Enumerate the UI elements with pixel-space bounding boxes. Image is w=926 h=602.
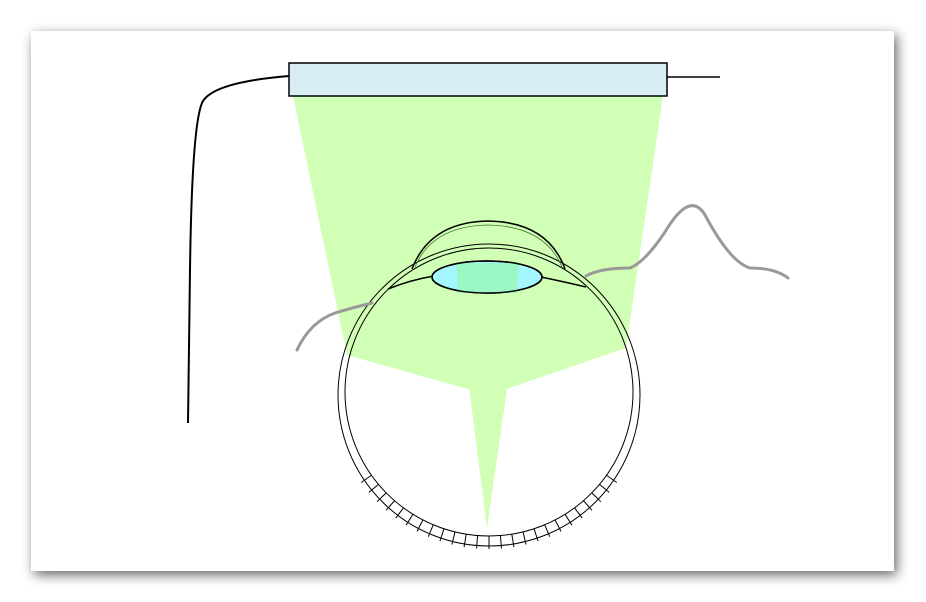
retina-hatching <box>360 474 618 549</box>
retina-tick <box>385 500 396 511</box>
light-cone-inner-eye <box>457 292 521 528</box>
connection-wire-left <box>187 75 290 424</box>
retina-tick <box>605 474 618 483</box>
retina-tick <box>591 492 602 503</box>
retina-tick <box>554 519 562 532</box>
signal-trace-right <box>584 204 790 280</box>
retina-tick <box>405 513 414 526</box>
cornea-inner <box>414 224 563 268</box>
lens-beam-overlap <box>456 263 519 293</box>
light-source-bar <box>288 62 668 97</box>
retina-tick <box>360 474 373 483</box>
retina-tick <box>582 500 593 511</box>
retina-tick <box>451 531 456 545</box>
retina-tick <box>439 528 445 542</box>
retina-tick <box>427 524 434 537</box>
crystalline-lens-outline <box>431 260 543 294</box>
retina-tick <box>499 535 502 549</box>
retina-tick <box>598 483 610 493</box>
retina-tick <box>476 535 479 549</box>
retina-tick <box>463 534 467 548</box>
signal-trace-left <box>295 301 374 352</box>
retina-tick <box>376 492 387 503</box>
retina-tick <box>544 524 551 537</box>
iris-left <box>387 275 435 290</box>
iris-right <box>540 276 587 288</box>
retina-tick <box>368 483 380 493</box>
retina-tick <box>564 513 573 526</box>
retina-tick <box>416 519 424 532</box>
retina-tick <box>395 507 405 519</box>
cornea <box>411 220 566 270</box>
retina-tick <box>522 531 527 545</box>
retina-tick <box>511 534 515 548</box>
retina-tick <box>574 507 583 519</box>
retina-tick <box>533 528 539 542</box>
